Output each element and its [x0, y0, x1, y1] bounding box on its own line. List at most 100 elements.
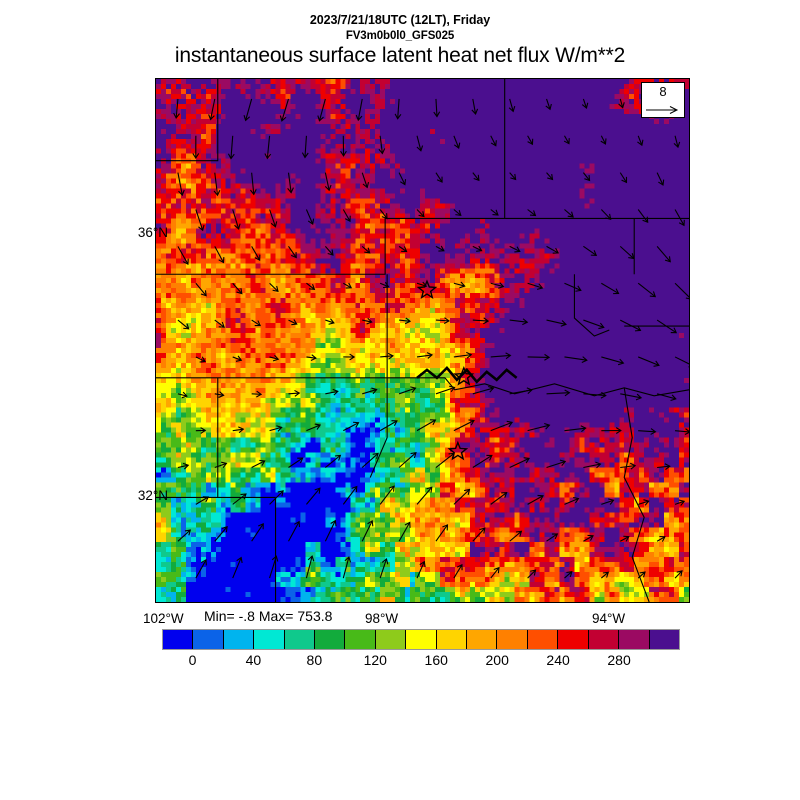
- state-border: [369, 377, 388, 478]
- wind-vector: [490, 491, 508, 505]
- colorbar-swatch: [345, 630, 376, 649]
- wind-vector: [509, 530, 523, 542]
- wind-vector: [269, 354, 280, 362]
- colorbar-swatch: [619, 630, 650, 649]
- wind-vector: [618, 98, 625, 109]
- wind-vector: [306, 282, 316, 290]
- wind-vector: [527, 353, 551, 361]
- star-icon[interactable]: [453, 366, 475, 386]
- wind-vector: [674, 209, 685, 227]
- wind-vector: [546, 245, 560, 254]
- wind-vector: [656, 246, 671, 263]
- wind-vector: [490, 209, 499, 216]
- wind-vector: [545, 98, 552, 111]
- wind-vector: [279, 98, 290, 122]
- wind-vector: [453, 563, 463, 579]
- wind-vector: [173, 98, 180, 119]
- wind-vector: [564, 571, 573, 579]
- wind-vector: [637, 135, 644, 147]
- wind-vector: [620, 319, 642, 332]
- wind-vector: [546, 459, 567, 469]
- wind-vector: [620, 462, 637, 470]
- wind-vector: [380, 352, 394, 360]
- wind-vector: [619, 535, 630, 542]
- wind-vector: [355, 98, 363, 122]
- wind-vector: [394, 98, 402, 120]
- wind-vector: [472, 385, 495, 395]
- wind-vector: [416, 560, 426, 579]
- wind-vector: [546, 533, 559, 542]
- wind-vector: [638, 428, 657, 435]
- wind-vector: [379, 209, 388, 220]
- wind-vector: [324, 172, 332, 192]
- model-line: FV3m0b0l0_GFS025: [345, 30, 455, 42]
- colorbar-swatch: [315, 630, 346, 649]
- wind-vector: [177, 529, 192, 542]
- wind-vector: [656, 319, 678, 334]
- wind-vector: [324, 245, 334, 256]
- wind-vector: [435, 317, 450, 325]
- wind-vector: [251, 522, 264, 542]
- page-title: instantaneous surface latent heat net fl…: [174, 44, 626, 67]
- colorbar-tick: 40: [245, 652, 262, 668]
- wind-vector: [379, 558, 389, 579]
- wind-vector: [177, 391, 188, 399]
- wind-vector: [435, 245, 445, 252]
- wind-vector: [325, 454, 342, 468]
- wind-vector: [509, 245, 521, 253]
- wind-vector: [601, 356, 625, 366]
- wind-vector: [435, 385, 456, 395]
- colorbar-swatch: [284, 630, 316, 649]
- wind-vector: [398, 452, 417, 468]
- wind-vector: [301, 135, 309, 159]
- colorbar-swatch: [406, 630, 437, 649]
- wind-vector: [546, 389, 571, 397]
- colorbar-swatch: [558, 630, 589, 649]
- wind-vector: [288, 389, 301, 397]
- wind-vector: [288, 457, 304, 468]
- star-icon[interactable]: [447, 440, 469, 461]
- wind-vector: [269, 555, 279, 579]
- colorbar[interactable]: [162, 629, 680, 650]
- wind-vector: [564, 356, 588, 363]
- wind-vector: [490, 566, 500, 579]
- star-icon[interactable]: [416, 279, 438, 300]
- wind-vector: [379, 281, 390, 289]
- lon-label-98w: 98°W: [365, 611, 399, 626]
- wind-vector: [453, 488, 471, 505]
- wind-vector: [195, 282, 207, 297]
- wind-vector: [177, 319, 190, 330]
- wind-vector: [317, 98, 326, 122]
- wind-vector: [177, 172, 185, 197]
- wind-vector: [600, 135, 607, 145]
- colorbar-tick: 200: [485, 652, 509, 668]
- wind-vector-legend: 8: [641, 82, 685, 118]
- wind-vector: [343, 421, 360, 432]
- wind-vector: [583, 534, 594, 542]
- wind-vector: [305, 555, 315, 579]
- wind-vector: [490, 352, 512, 360]
- wind-vector: [435, 524, 449, 542]
- wind-vector: [472, 172, 480, 182]
- wind-vector: [582, 172, 591, 182]
- arrow-right-icon: [646, 106, 679, 114]
- wind-vector: [361, 245, 371, 254]
- wind-vector: [583, 461, 602, 469]
- wind-vector: [214, 461, 228, 469]
- map-panel[interactable]: 8: [155, 78, 690, 603]
- wind-vector: [251, 459, 266, 469]
- wind-vector: [601, 427, 622, 434]
- wind-vector: [264, 135, 272, 160]
- colorbar-swatch: [375, 630, 407, 649]
- wind-vector: [361, 172, 370, 189]
- lon-label-102w: 102°W: [143, 611, 184, 626]
- wind-vector: [325, 388, 339, 396]
- wind-vector: [600, 571, 610, 579]
- wind-vector: [416, 135, 424, 152]
- wind-vector: [435, 172, 443, 183]
- wind-vector: [638, 499, 650, 506]
- colorbar-tick: 80: [306, 652, 323, 668]
- colorbar-tick-labels: 0 40 80 120 160 200 240 280: [162, 652, 680, 672]
- state-border: [156, 79, 219, 162]
- wind-vector: [674, 499, 686, 506]
